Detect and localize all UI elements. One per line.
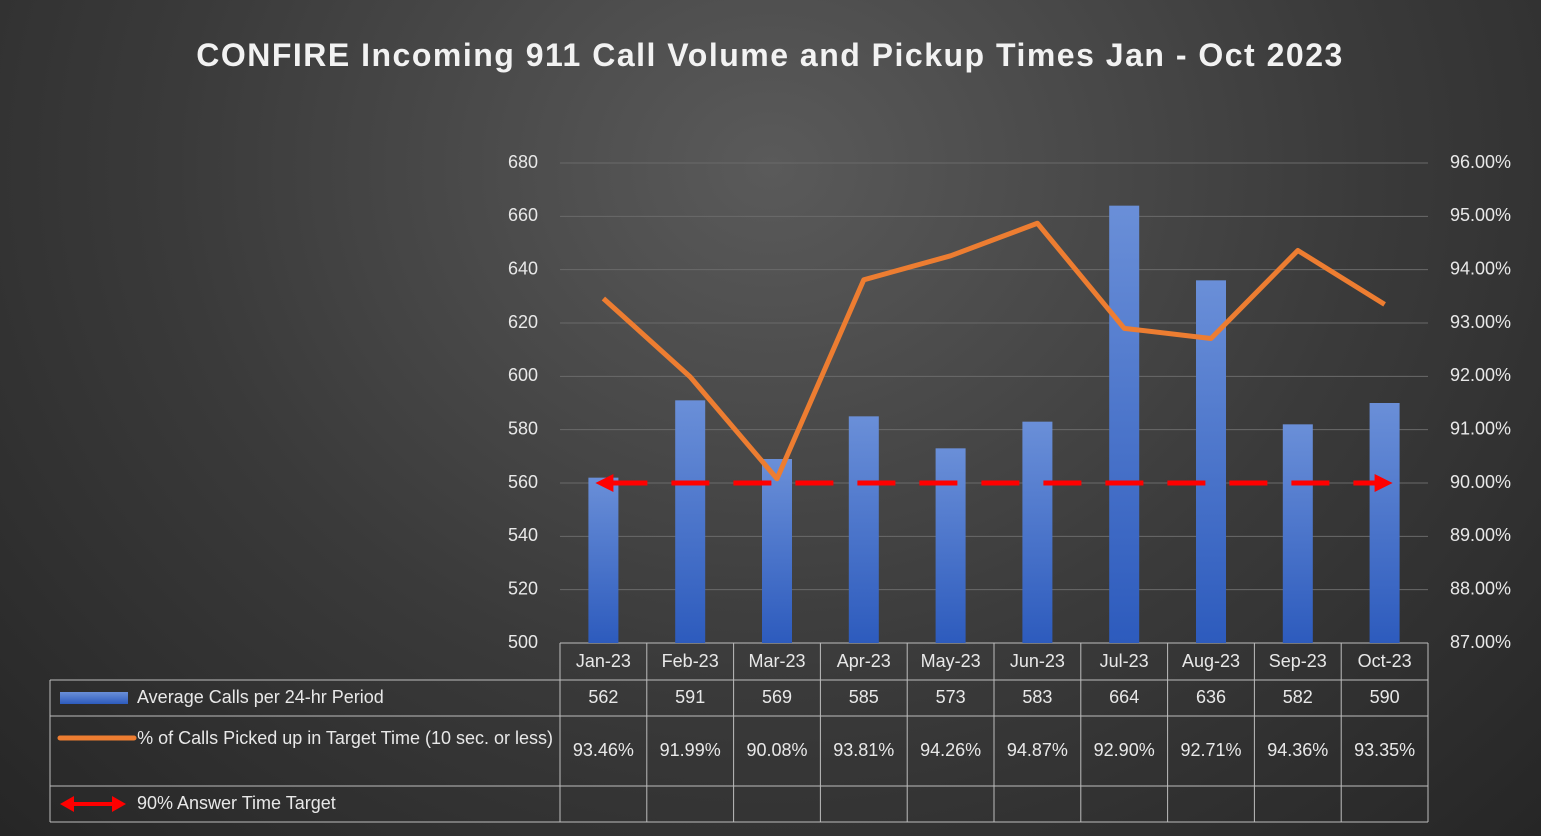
y2-tick-label: 87.00% [1450, 632, 1511, 652]
x-tick-label: May-23 [921, 651, 981, 671]
legend-label: Average Calls per 24-hr Period [137, 687, 384, 707]
table-value: 93.46% [573, 740, 634, 760]
y-tick-label: 560 [508, 472, 538, 492]
arrow-head [1374, 474, 1393, 492]
x-tick-label: Oct-23 [1358, 651, 1412, 671]
bar [1109, 205, 1140, 643]
x-tick-label: Jul-23 [1100, 651, 1149, 671]
table-value: 573 [936, 687, 966, 707]
table-value: 94.36% [1267, 740, 1328, 760]
y-tick-label: 600 [508, 365, 538, 385]
y2-tick-label: 95.00% [1450, 205, 1511, 225]
x-tick-label: Jun-23 [1010, 651, 1065, 671]
y-tick-label: 660 [508, 205, 538, 225]
legend-label: % of Calls Picked up in Target Time (10 … [137, 728, 553, 748]
arrow-head [595, 474, 614, 492]
x-tick-label: Sep-23 [1269, 651, 1327, 671]
legend-label: 90% Answer Time Target [137, 793, 336, 813]
y2-tick-label: 88.00% [1450, 578, 1511, 598]
x-tick-label: Mar-23 [748, 651, 805, 671]
line-series [601, 220, 1386, 482]
y-tick-label: 520 [508, 578, 538, 598]
y2-tick-label: 93.00% [1450, 312, 1511, 332]
y-tick-label: 540 [508, 525, 538, 545]
y2-tick-label: 90.00% [1450, 472, 1511, 492]
legend-swatch [60, 796, 74, 812]
x-tick-label: Aug-23 [1182, 651, 1240, 671]
table-value: 93.81% [833, 740, 894, 760]
y-tick-label: 580 [508, 418, 538, 438]
table-value: 583 [1022, 687, 1052, 707]
legend-swatch [60, 692, 128, 704]
table-value: 91.99% [660, 740, 721, 760]
y2-tick-label: 89.00% [1450, 525, 1511, 545]
table-value: 93.35% [1354, 740, 1415, 760]
table-value: 590 [1370, 687, 1400, 707]
x-tick-label: Feb-23 [662, 651, 719, 671]
table-value: 92.71% [1180, 740, 1241, 760]
table-value: 664 [1109, 687, 1139, 707]
y2-tick-label: 92.00% [1450, 365, 1511, 385]
legend-swatch [112, 796, 126, 812]
table-value: 569 [762, 687, 792, 707]
table-value: 90.08% [746, 740, 807, 760]
bar [588, 477, 619, 643]
y2-tick-label: 91.00% [1450, 418, 1511, 438]
table-value: 636 [1196, 687, 1226, 707]
table-value: 94.26% [920, 740, 981, 760]
bar [1369, 403, 1400, 643]
y-tick-label: 640 [508, 258, 538, 278]
bar [1282, 424, 1313, 643]
y-tick-label: 500 [508, 632, 538, 652]
y-tick-label: 680 [508, 152, 538, 172]
bar [1022, 421, 1053, 643]
table-value: 591 [675, 687, 705, 707]
table-value: 585 [849, 687, 879, 707]
table-value: 582 [1283, 687, 1313, 707]
bar [848, 416, 879, 643]
y-tick-label: 620 [508, 312, 538, 332]
x-tick-label: Apr-23 [837, 651, 891, 671]
table-value: 94.87% [1007, 740, 1068, 760]
table-value: 92.90% [1094, 740, 1155, 760]
y2-tick-label: 96.00% [1450, 152, 1511, 172]
table-value: 562 [588, 687, 618, 707]
chart-title: CONFIRE Incoming 911 Call Volume and Pic… [196, 37, 1344, 73]
x-tick-label: Jan-23 [576, 651, 631, 671]
y2-tick-label: 94.00% [1450, 258, 1511, 278]
bar [675, 400, 706, 643]
